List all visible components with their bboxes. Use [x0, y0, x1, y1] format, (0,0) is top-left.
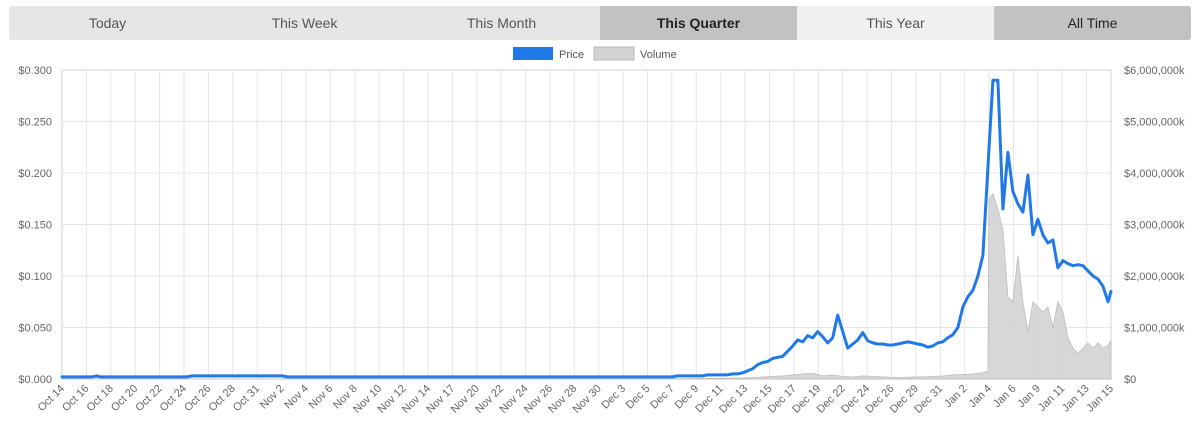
- tab-all-time[interactable]: All Time: [994, 6, 1191, 40]
- y-left-tick-label: $0.000: [18, 374, 52, 386]
- y-right-tick-label: $5,000,000k: [1124, 117, 1185, 129]
- legend-label-volume: Volume: [640, 49, 677, 61]
- legend-swatch-volume: [593, 46, 635, 61]
- x-tick-label: Dec 3: [599, 383, 628, 412]
- x-tick-label: Oct 18: [85, 383, 116, 414]
- x-tick-label: Oct 14: [36, 383, 67, 414]
- x-tick-label: Nov 4: [282, 383, 311, 412]
- x-tick-label: Dec 5: [624, 383, 653, 412]
- y-right-tick-label: $1,000,000k: [1124, 323, 1185, 335]
- y-left-tick-label: $0.150: [18, 220, 52, 232]
- tab-this-month[interactable]: This Month: [466, 15, 537, 31]
- y-left-tick-label: $0.200: [18, 168, 52, 180]
- tab-this-week[interactable]: This Week: [271, 15, 338, 31]
- tab-today[interactable]: Today: [88, 15, 127, 31]
- volume-area: [62, 192, 1112, 380]
- y-right-tick-label: $0: [1124, 374, 1136, 386]
- x-tick-label: Dec 7: [648, 383, 677, 412]
- x-tick-label: Nov 6: [307, 383, 336, 412]
- x-tick-label: Jan 15: [1084, 383, 1116, 415]
- x-tick-label: Jan 2: [942, 383, 970, 411]
- y-right-tick-label: $6,000,000k: [1124, 65, 1185, 77]
- y-left-tick-label: $0.250: [18, 117, 52, 129]
- x-tick-label: Nov 2: [258, 383, 287, 412]
- x-tick-label: Oct 22: [133, 383, 164, 414]
- price-line: [60, 78, 1113, 379]
- chart-legend: Price Volume: [513, 46, 677, 61]
- y-left-tick-label: $0.050: [18, 323, 52, 335]
- price-series: [60, 78, 1113, 379]
- x-tick-label: Oct 28: [206, 383, 237, 414]
- y-left-tick-label: $0.300: [18, 65, 52, 77]
- tab-this-year[interactable]: This Year: [797, 6, 994, 40]
- tab-this-quarter[interactable]: This Quarter: [600, 6, 797, 40]
- x-tick-label: Oct 16: [60, 383, 91, 414]
- x-tick-label: Oct 24: [158, 383, 189, 414]
- legend-label-price: Price: [559, 49, 584, 61]
- legend-swatch-price: [513, 47, 553, 60]
- y-right-tick-label: $4,000,000k: [1124, 168, 1185, 180]
- y-right-tick-label: $3,000,000k: [1124, 220, 1185, 232]
- x-tick-label: Jan 4: [967, 383, 995, 411]
- period-tabs: Today This Week This Month This Quarter …: [9, 6, 1191, 40]
- x-tick-label: Jan 6: [991, 383, 1019, 411]
- x-tick-label: Oct 31: [231, 383, 262, 414]
- y-right-tick-label: $2,000,000k: [1124, 271, 1185, 283]
- x-tick-label: Oct 26: [182, 383, 213, 414]
- x-tick-label: Oct 20: [109, 383, 140, 414]
- volume-series: [62, 192, 1112, 380]
- y-left-tick-label: $0.100: [18, 271, 52, 283]
